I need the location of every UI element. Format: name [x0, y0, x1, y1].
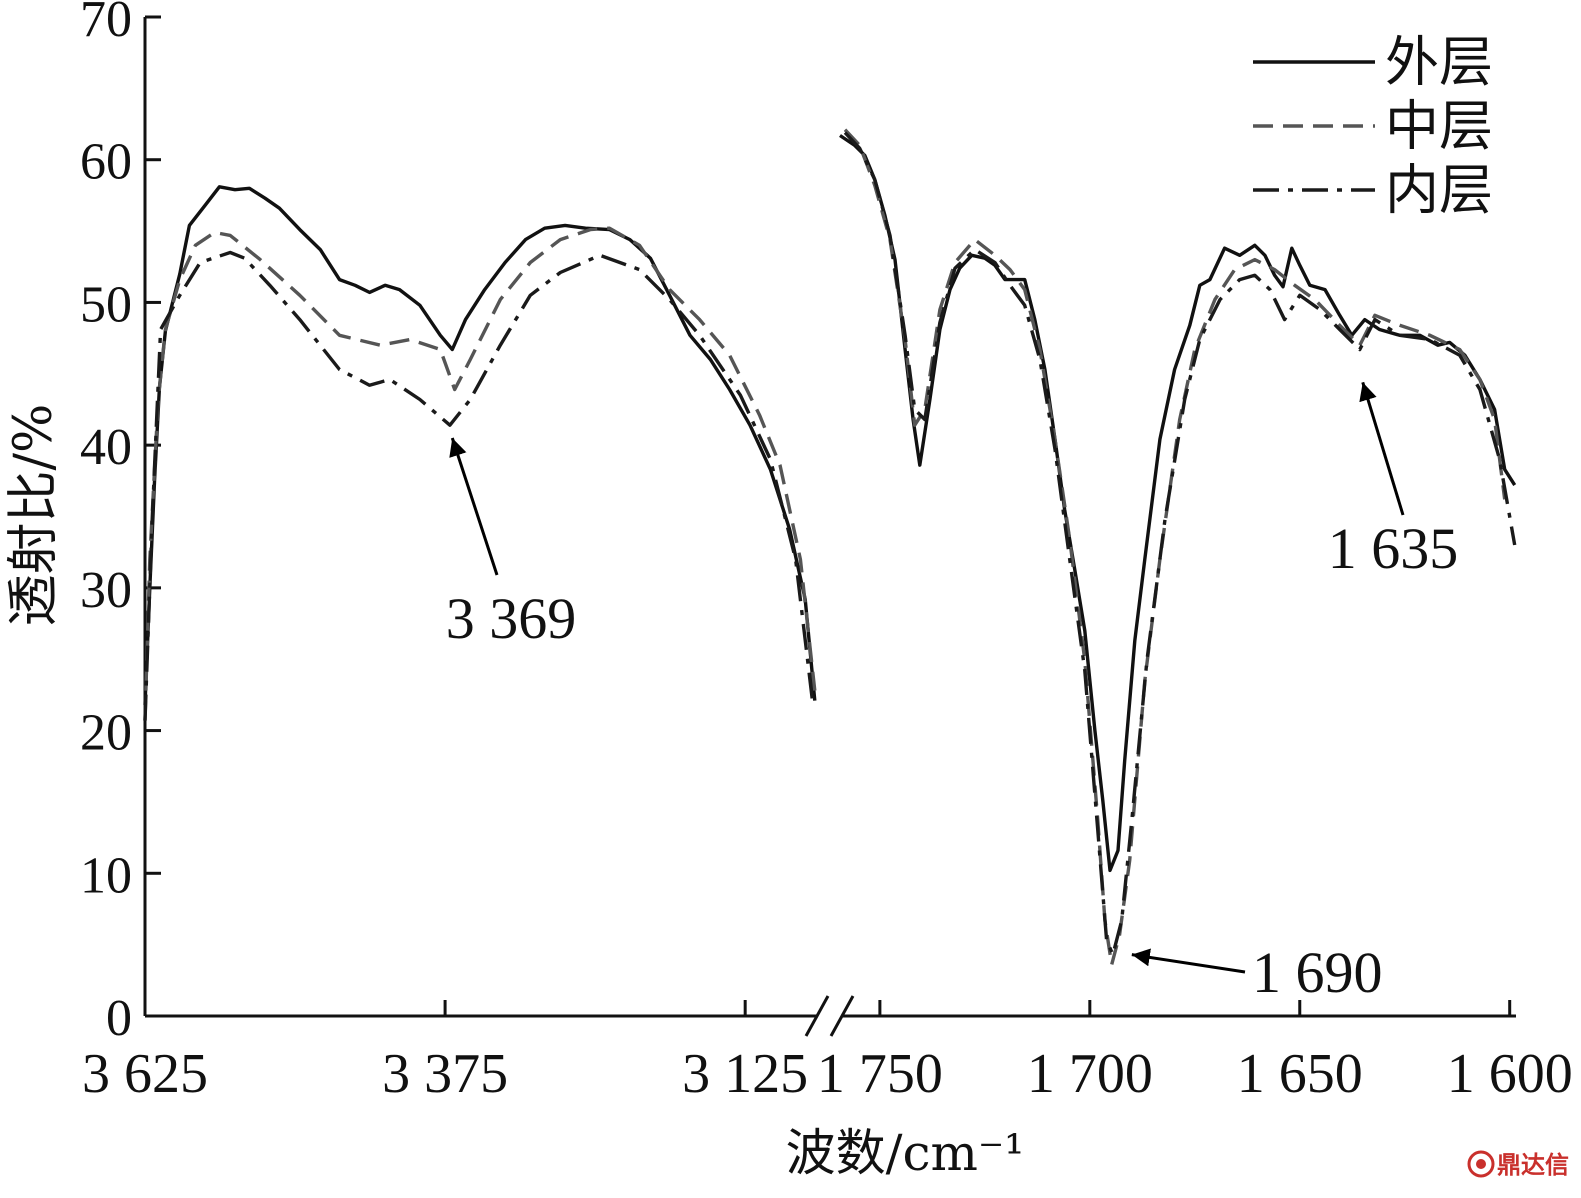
- legend-label: 外层: [1385, 31, 1493, 94]
- annotation-label: 3 369: [446, 586, 577, 651]
- x-tick-label: 3 375: [382, 1043, 508, 1105]
- x-tick-label: 3 625: [82, 1043, 208, 1105]
- annotation-label: 1 690: [1252, 940, 1383, 1005]
- y-tick-label: 20: [80, 705, 132, 762]
- y-ticks: 0 10 20 30 40 50 60 70: [80, 0, 161, 1047]
- peak-annotation: 3 369: [446, 437, 577, 651]
- legend-item: 中层: [1253, 95, 1493, 158]
- y-tick-label: 70: [80, 0, 132, 48]
- axis-break-mark: [829, 995, 855, 1037]
- watermark-logo-dot-icon: [1476, 1159, 1486, 1169]
- axes: [143, 17, 1516, 1037]
- series-1-line-segment-2: [839, 134, 1517, 873]
- series-1-line-segment-1: [143, 185, 817, 705]
- x-axis-label: 波数/cm⁻¹: [786, 1124, 1025, 1182]
- watermark-text: 鼎达信: [1497, 1150, 1569, 1179]
- series-3-line-segment-1: [143, 250, 815, 721]
- x-ticks: 3 625 3 375 3 125 1 750 1 700 1 650 1 600: [82, 1000, 1573, 1105]
- legend-label: 中层: [1385, 95, 1493, 158]
- y-tick-label: 40: [80, 419, 132, 476]
- peak-annotation: 1 635: [1328, 381, 1459, 581]
- y-tick-label: 10: [80, 847, 132, 904]
- peak-annotations: 3 369 1 690 1 635: [446, 381, 1459, 1005]
- legend-item: 外层: [1253, 31, 1493, 94]
- annotation-arrow: [1359, 381, 1405, 516]
- watermark-logo-icon: [1467, 1150, 1495, 1178]
- y-tick-label: 30: [80, 562, 132, 619]
- series-2-line-segment-1: [143, 226, 817, 721]
- legend-label: 内层: [1385, 159, 1493, 222]
- annotation-arrow: [449, 437, 499, 576]
- y-tick-label: 50: [80, 276, 132, 333]
- y-axis-label: 透射比/%: [4, 404, 64, 627]
- x-tick-label: 1 650: [1237, 1043, 1363, 1105]
- legend-item: 内层: [1253, 159, 1493, 222]
- x-tick-label: 1 750: [817, 1043, 943, 1105]
- y-tick-label: 0: [106, 990, 132, 1047]
- watermark: 鼎达信: [1467, 1150, 1569, 1179]
- y-tick-label: 60: [80, 134, 132, 191]
- x-tick-label: 1 700: [1027, 1043, 1153, 1105]
- peak-annotation: 1 690: [1131, 940, 1383, 1005]
- series-lines: [143, 128, 1517, 967]
- x-tick-label: 1 600: [1447, 1043, 1573, 1105]
- axis-break-mark: [804, 995, 830, 1037]
- annotation-arrow: [1131, 948, 1246, 974]
- annotation-label: 1 635: [1328, 516, 1459, 581]
- x-tick-label: 3 125: [682, 1043, 808, 1105]
